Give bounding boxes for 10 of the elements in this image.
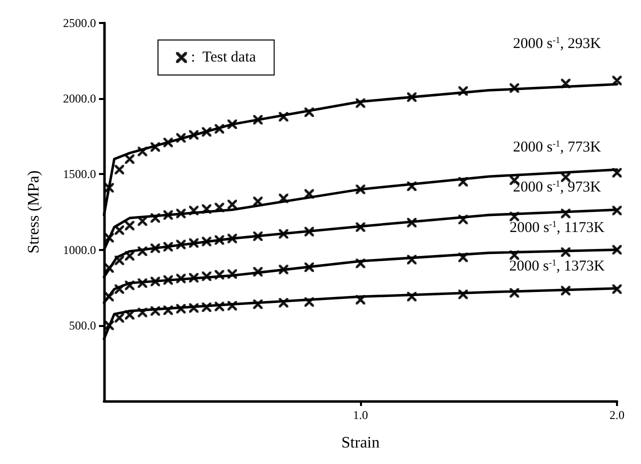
y-tick-label: 1000.0 <box>63 242 96 257</box>
y-tick-label: 1500.0 <box>63 167 96 182</box>
y-axis-title: Stress (MPa) <box>26 170 42 254</box>
y-tick-label: 2000.0 <box>63 92 96 106</box>
x-tick-label: 2.0 <box>610 408 624 422</box>
y-tick-label: 500.0 <box>69 318 96 332</box>
x-tick-label: 1.0 <box>353 408 368 422</box>
x-axis-title: Strain <box>341 434 380 452</box>
y-tick-label: 2500.0 <box>63 16 96 30</box>
legend-label: : Test data <box>191 50 256 66</box>
